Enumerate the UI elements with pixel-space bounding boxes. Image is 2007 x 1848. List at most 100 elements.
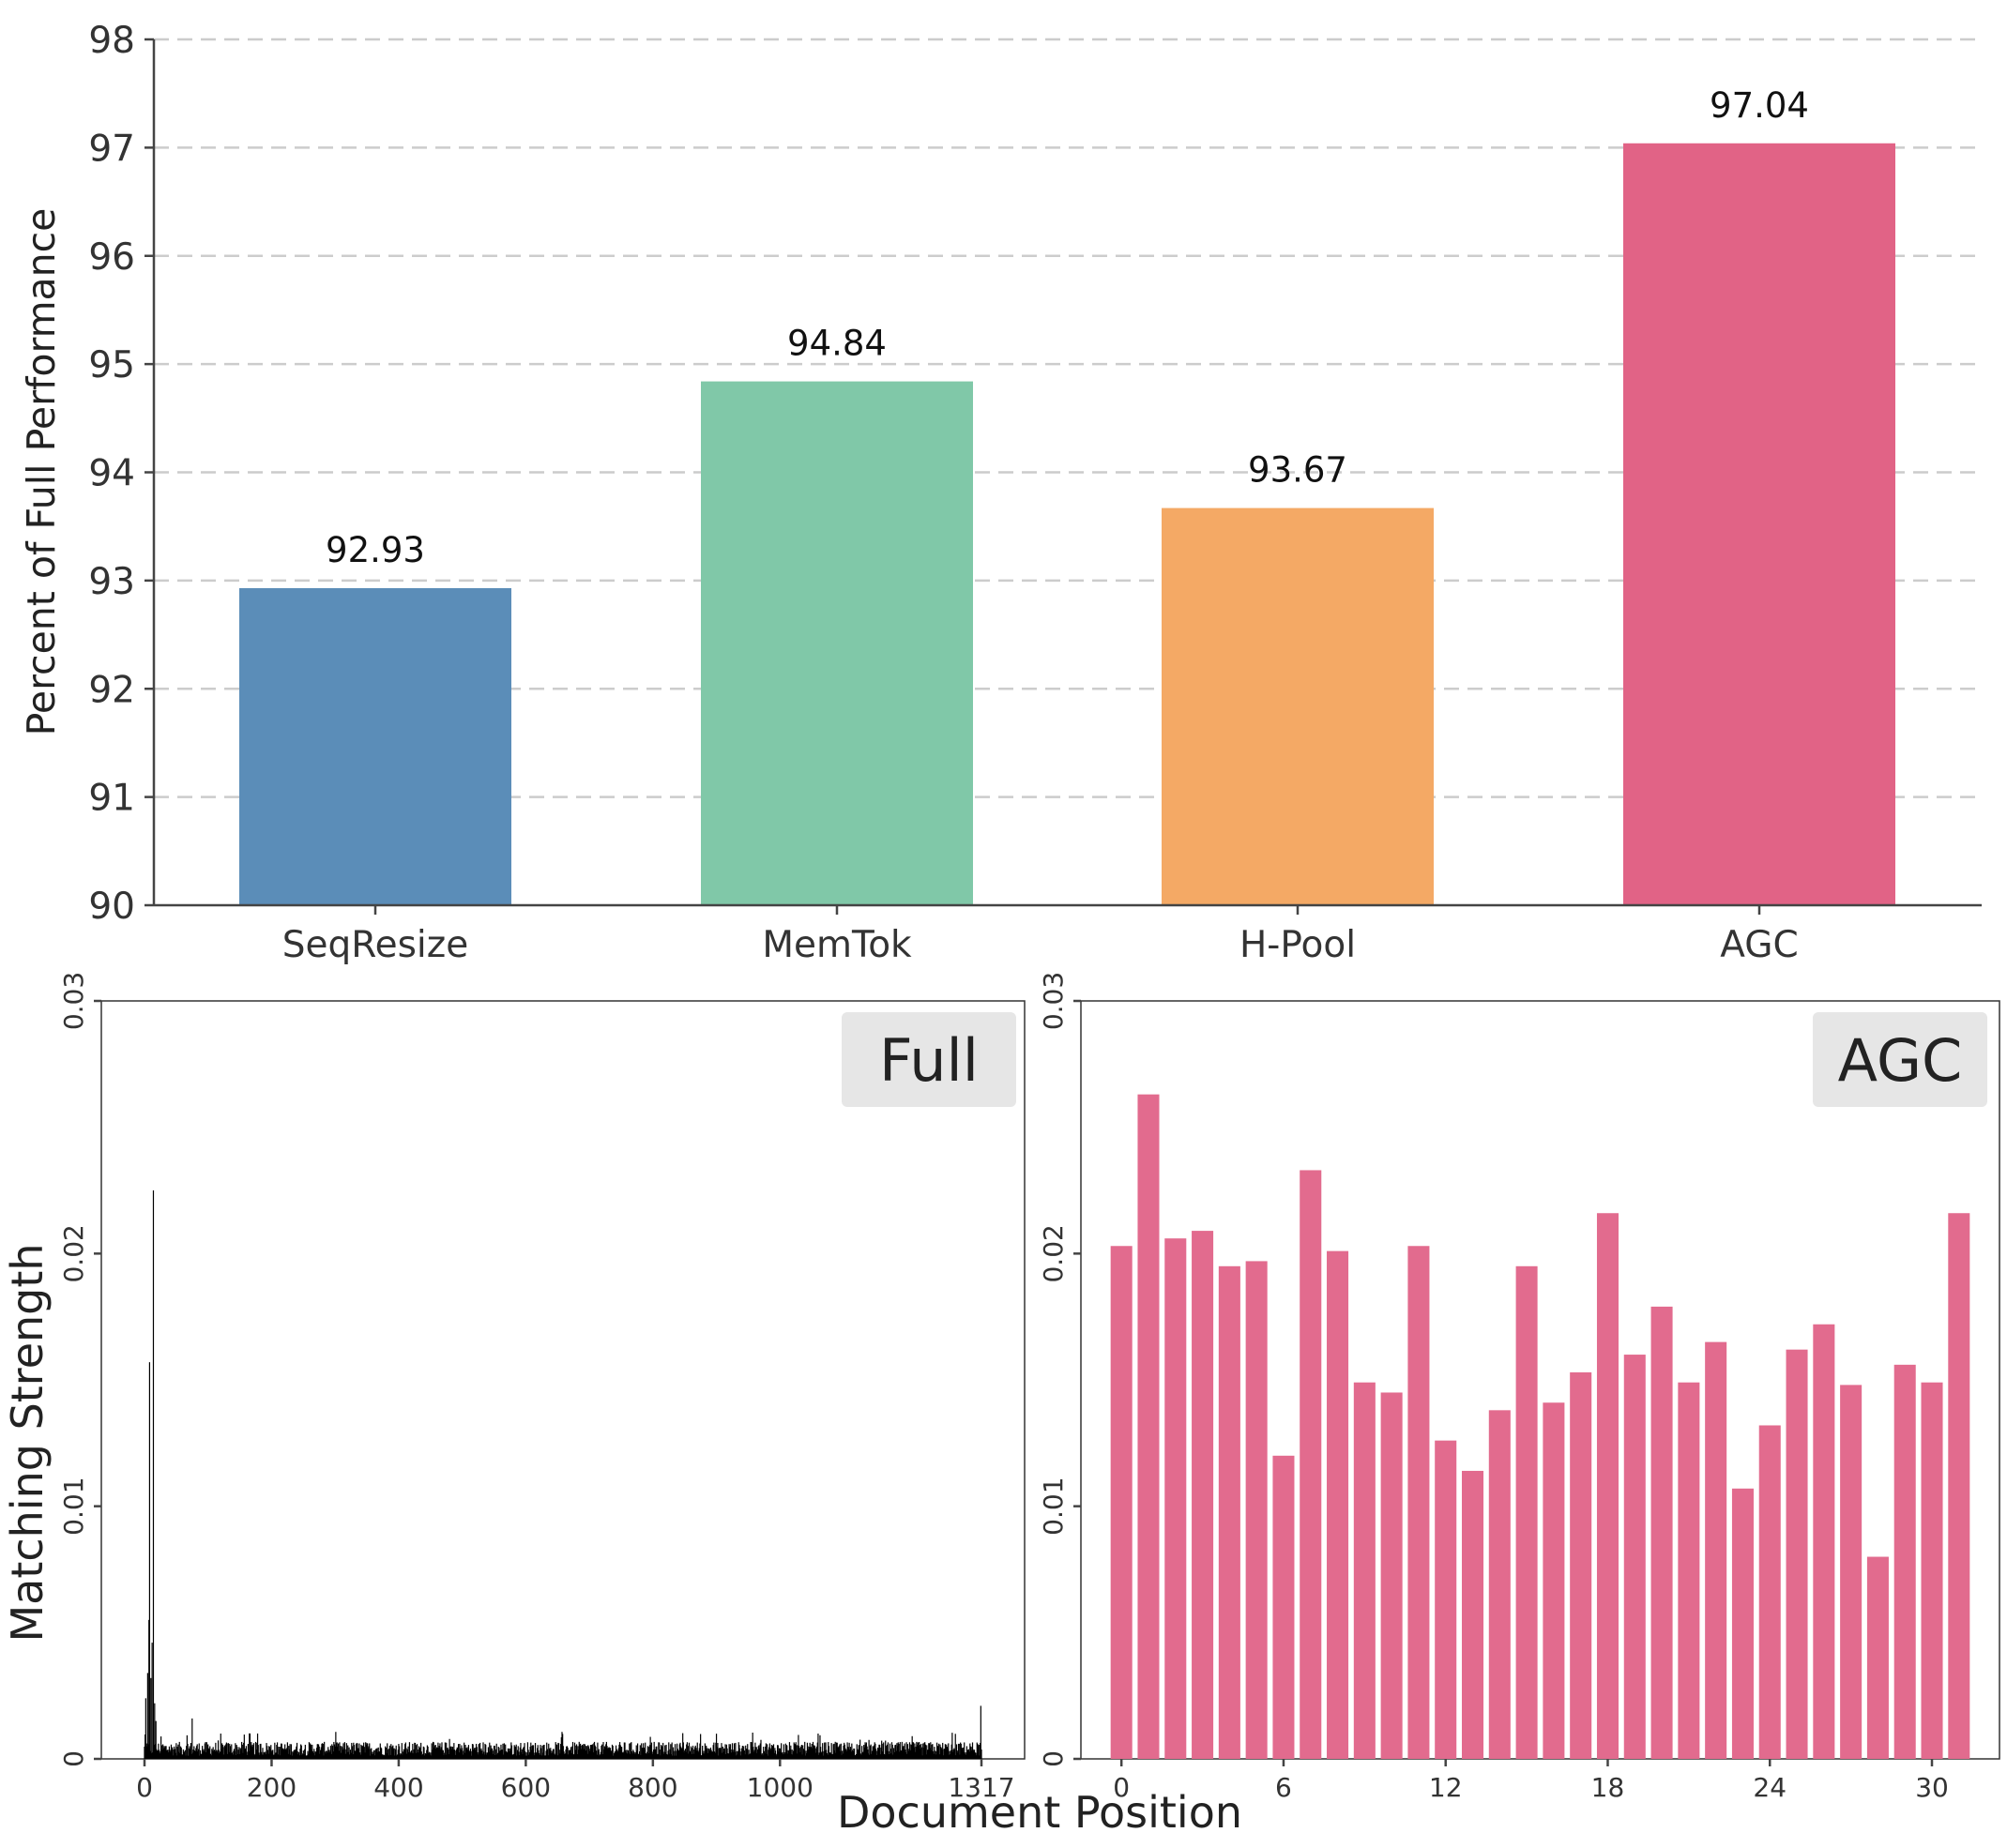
agc-bar-27 [1840, 1385, 1863, 1759]
full-bar [566, 1746, 568, 1759]
full-bar [248, 1750, 250, 1759]
full-bar [424, 1752, 426, 1759]
full-bar [607, 1748, 610, 1759]
full-bar [868, 1739, 870, 1759]
full-bar [723, 1748, 725, 1759]
full-bar [273, 1754, 275, 1759]
agc-plot-frame [1080, 1000, 2000, 1760]
full-bar [965, 1754, 967, 1759]
full-bar [613, 1755, 615, 1759]
full-bar [716, 1747, 718, 1759]
full-bar [555, 1742, 556, 1759]
full-bar [187, 1743, 189, 1759]
full-bar [267, 1753, 269, 1759]
full-bar [327, 1747, 329, 1759]
full-bar [916, 1741, 918, 1759]
full-bar [190, 1753, 192, 1759]
full-bar [207, 1748, 210, 1759]
agc-bar-15 [1515, 1265, 1538, 1759]
full-bar [911, 1735, 913, 1759]
full-bar [623, 1742, 625, 1759]
full-bar [858, 1750, 859, 1759]
full-bar [644, 1749, 646, 1759]
full-bar [166, 1750, 168, 1759]
full-bar [177, 1744, 179, 1759]
full-bar [766, 1753, 768, 1759]
full-bar [617, 1748, 619, 1759]
full-bar [313, 1749, 315, 1759]
full-bar [193, 1746, 195, 1759]
full-bar [747, 1754, 750, 1759]
agc-bar-12 [1435, 1440, 1457, 1759]
full-bar [707, 1752, 709, 1759]
full-bar [227, 1743, 230, 1759]
full-bar [394, 1749, 397, 1759]
full-bar [525, 1752, 527, 1759]
full-bar [395, 1745, 397, 1759]
full-y-tick-label: 0.02 [58, 1224, 89, 1282]
full-bar [330, 1753, 332, 1759]
full-bar [813, 1745, 814, 1759]
full-bar [577, 1750, 580, 1759]
full-bar [711, 1751, 714, 1759]
full-bar [768, 1747, 770, 1759]
full-bar [491, 1748, 493, 1759]
full-bar [557, 1743, 560, 1759]
full-bar [307, 1750, 309, 1759]
full-bar [303, 1754, 305, 1759]
full-bar [712, 1745, 714, 1759]
full-bar [789, 1749, 791, 1759]
full-bar [244, 1749, 246, 1759]
full-bar [796, 1745, 798, 1759]
full-bar [692, 1750, 694, 1759]
full-bar [312, 1752, 314, 1759]
full-bar [297, 1751, 300, 1759]
full-bar [647, 1753, 649, 1759]
full-bar [236, 1745, 237, 1759]
full-bar [587, 1746, 590, 1759]
full-bar [855, 1753, 858, 1759]
full-bar [446, 1742, 448, 1759]
agc-bar-21 [1678, 1382, 1700, 1759]
full-bar [914, 1751, 917, 1759]
full-bar [345, 1753, 347, 1759]
full-bar [776, 1745, 779, 1759]
full-bar [252, 1743, 255, 1759]
full-bar [165, 1746, 167, 1759]
full-bar [408, 1751, 410, 1759]
full-bar [738, 1745, 740, 1759]
full-bar [286, 1748, 288, 1759]
full-bar [301, 1755, 303, 1759]
full-bar [510, 1745, 513, 1759]
full-bar [282, 1748, 284, 1759]
full-bar [908, 1742, 911, 1759]
full-bar [360, 1744, 362, 1759]
full-bar [309, 1743, 311, 1759]
full-bar [753, 1751, 755, 1759]
full-bar [836, 1742, 838, 1759]
full-bar [605, 1744, 607, 1759]
full-bar [509, 1750, 511, 1759]
full-bar [559, 1753, 561, 1759]
full-bar [411, 1752, 413, 1759]
full-bar [428, 1751, 431, 1759]
full-bar [946, 1744, 948, 1759]
full-bar [218, 1750, 220, 1759]
full-bar [436, 1748, 438, 1759]
top-y-tick-label: 96 [88, 236, 135, 279]
full-bar [502, 1743, 504, 1759]
full-bar [363, 1747, 365, 1759]
full-bar [548, 1743, 550, 1759]
full-bar [494, 1749, 497, 1759]
full-bar [714, 1752, 716, 1759]
full-panel-label: Full [879, 1026, 979, 1095]
full-bar [824, 1750, 826, 1759]
full-bar [479, 1750, 481, 1759]
full-bar [460, 1750, 462, 1759]
full-bar [704, 1743, 706, 1759]
full-bar [512, 1753, 515, 1759]
full-bar [324, 1741, 326, 1759]
full-bar [786, 1745, 788, 1759]
full-bar [516, 1755, 518, 1759]
full-bar [202, 1746, 204, 1759]
